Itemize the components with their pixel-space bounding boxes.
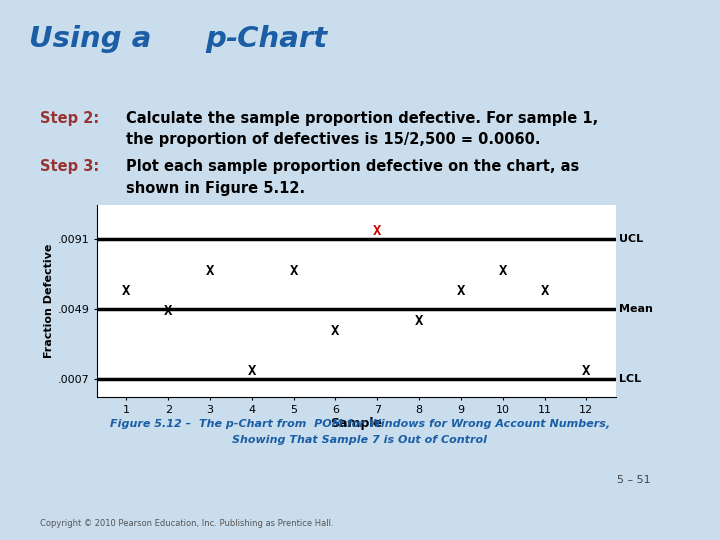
Text: X: X	[289, 264, 298, 278]
Text: Copyright © 2010 Pearson Education, Inc. Publishing as Prentice Hall.: Copyright © 2010 Pearson Education, Inc.…	[40, 519, 333, 529]
X-axis label: Sample: Sample	[330, 417, 382, 430]
Text: 5 – 51: 5 – 51	[617, 475, 650, 485]
Text: Step 2:: Step 2:	[40, 111, 99, 126]
Text: Step 3:: Step 3:	[40, 159, 99, 174]
Text: X: X	[540, 284, 549, 298]
Text: p: p	[205, 25, 226, 52]
Text: Showing That Sample 7 is Out of Control: Showing That Sample 7 is Out of Control	[233, 435, 487, 445]
Text: X: X	[206, 264, 215, 278]
Text: X: X	[373, 224, 382, 238]
Text: X: X	[582, 364, 590, 378]
Text: Plot each sample proportion defective on the chart, as: Plot each sample proportion defective on…	[126, 159, 580, 174]
Text: X: X	[248, 364, 256, 378]
Text: X: X	[164, 304, 173, 318]
Text: Calculate the sample proportion defective. For sample 1,: Calculate the sample proportion defectiv…	[126, 111, 598, 126]
Text: X: X	[122, 284, 130, 298]
Text: X: X	[415, 314, 423, 328]
Text: X: X	[456, 284, 465, 298]
Text: the proportion of defectives is 15/2,500 = 0.0060.: the proportion of defectives is 15/2,500…	[126, 132, 541, 147]
Text: -Chart: -Chart	[225, 25, 328, 52]
Text: Using a: Using a	[29, 25, 161, 52]
Text: X: X	[331, 324, 340, 338]
Y-axis label: Fraction Defective: Fraction Defective	[43, 244, 53, 358]
Text: Figure 5.12 –  The p-Chart from  POM for Windows for Wrong Account Numbers,: Figure 5.12 – The p-Chart from POM for W…	[110, 419, 610, 429]
Text: Mean: Mean	[619, 305, 653, 314]
Text: UCL: UCL	[619, 234, 644, 245]
Text: X: X	[498, 264, 507, 278]
Text: shown in Figure 5.12.: shown in Figure 5.12.	[126, 181, 305, 196]
Text: LCL: LCL	[619, 374, 642, 384]
